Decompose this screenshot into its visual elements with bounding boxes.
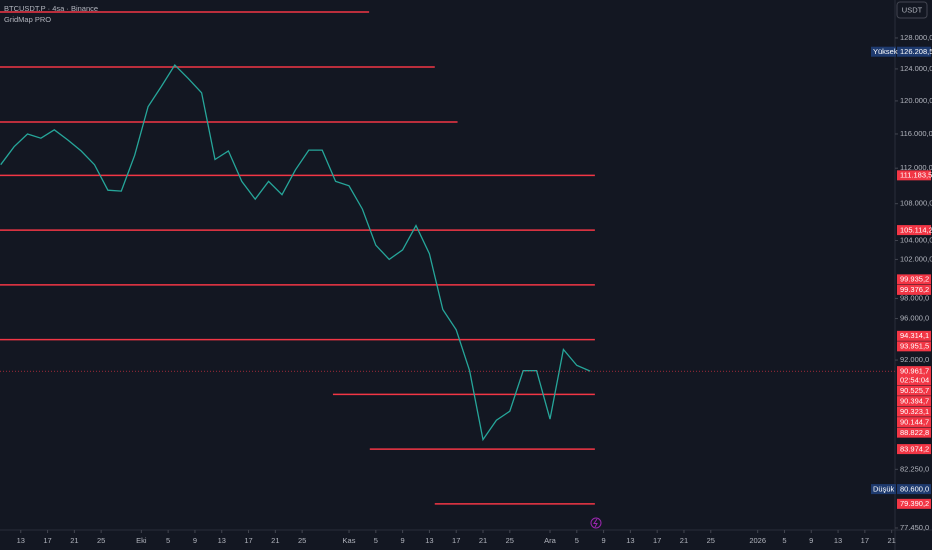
currency-button[interactable]	[896, 1, 928, 19]
price-label: 94.314,1	[900, 331, 929, 340]
x-tick-label: Eki	[136, 536, 147, 545]
x-tick-label: 5	[575, 536, 579, 545]
x-tick-label: 17	[861, 536, 869, 545]
price-label: 105.114,2	[900, 225, 932, 234]
price-label-box	[897, 444, 931, 455]
price-label-box	[897, 284, 931, 295]
y-tick-label: 124.000,0	[900, 64, 932, 73]
x-tick-label: 25	[506, 536, 514, 545]
y-tick-label: 112.000,0	[900, 163, 932, 172]
price-label: 80.600,0	[900, 484, 929, 493]
price-label: 88.822,8	[900, 428, 929, 437]
x-tick-label: 13	[218, 536, 226, 545]
x-tick-label: 13	[17, 536, 25, 545]
price-label: 79.390,2	[900, 499, 929, 508]
price-label: 90.961,7	[900, 366, 929, 375]
price-label-box	[897, 406, 931, 417]
x-tick-label: 21	[887, 536, 895, 545]
x-tick-label: 25	[707, 536, 715, 545]
price-label: 111.183,5	[900, 171, 932, 180]
price-label: 90.394,7	[900, 396, 929, 405]
price-label-box	[897, 385, 931, 396]
price-label: 90.323,1	[900, 407, 929, 416]
y-tick-label: 120.000,0	[900, 96, 932, 105]
price-label-box	[897, 46, 931, 57]
countdown: 02:54:04	[900, 375, 929, 384]
x-tick-label: 9	[809, 536, 813, 545]
indicator-name: GridMap PRO	[4, 15, 51, 24]
price-label: 126.208,5	[900, 47, 932, 56]
price-label: 90.144,7	[900, 417, 929, 426]
y-tick-label: 116.000,0	[900, 129, 932, 138]
chart-title: BTCUSDT.P · 4sa · Binance	[4, 4, 98, 13]
x-tick-label: 17	[653, 536, 661, 545]
price-label-box	[897, 366, 931, 386]
x-tick-label: 5	[782, 536, 786, 545]
x-tick-label: 21	[680, 536, 688, 545]
price-label-box	[897, 330, 931, 341]
x-tick-label: 25	[298, 536, 306, 545]
price-label-box	[897, 484, 931, 495]
y-tick-label: 104.000,0	[900, 235, 932, 244]
y-tick-label: 108.000,0	[900, 199, 932, 208]
y-tick-label: 98.000,0	[900, 293, 929, 302]
x-tick-label: 25	[97, 536, 105, 545]
x-tick-label: 5	[166, 536, 170, 545]
x-tick-label: 21	[271, 536, 279, 545]
x-tick-label: Kas	[343, 536, 356, 545]
price-label-box	[897, 427, 931, 438]
x-tick-label: 9	[193, 536, 197, 545]
plot	[0, 11, 895, 505]
price-label: 99.935,2	[900, 275, 929, 284]
price-label-box	[897, 274, 931, 285]
currency-label[interactable]: USDT	[902, 5, 923, 14]
x-tick-label: 17	[452, 536, 460, 545]
x-tick-label: 9	[602, 536, 606, 545]
price-label-box	[897, 225, 931, 236]
y-tick-label: 102.000,0	[900, 254, 932, 263]
price-label: 93.951,5	[900, 342, 929, 351]
tag-box	[871, 484, 896, 495]
tag-label: Düşük	[873, 484, 895, 493]
x-tick-label: 2026	[749, 536, 766, 545]
price-label: 83.974,2	[900, 444, 929, 453]
price-label-box	[897, 341, 931, 352]
x-tick-label: 5	[374, 536, 378, 545]
price-label-box	[897, 396, 931, 407]
y-tick-label: 77.450,0	[900, 523, 929, 532]
price-label: 99.376,2	[900, 285, 929, 294]
price-axis: 128.000,0 124.000,0 120.000,0 116.000,0 112.…	[871, 33, 932, 532]
x-tick-label: 13	[425, 536, 433, 545]
y-tick-label: 128.000,0	[900, 33, 932, 42]
x-tick-label: 9	[401, 536, 405, 545]
tag-label: Yüksek	[873, 47, 898, 56]
price-label-box	[897, 498, 931, 509]
x-tick-label: 17	[43, 536, 51, 545]
x-tick-label: 21	[479, 536, 487, 545]
x-tick-label: 13	[626, 536, 634, 545]
price-label: 90.525,7	[900, 386, 929, 395]
event-bolt	[593, 518, 598, 528]
x-tick-label: 13	[834, 536, 842, 545]
price-label-box	[897, 170, 931, 181]
y-tick-label: 96.000,0	[900, 314, 929, 323]
x-tick-label: 17	[244, 536, 252, 545]
x-tick-label: 21	[70, 536, 78, 545]
event-icon[interactable]	[590, 517, 602, 529]
price-line	[0, 63, 591, 442]
price-label-box	[897, 417, 931, 428]
y-tick-label: 92.000,0	[900, 355, 929, 364]
y-tick-label: 82.250,0	[900, 464, 929, 473]
tag-box	[871, 46, 896, 57]
x-tick-label: Ara	[544, 536, 557, 545]
